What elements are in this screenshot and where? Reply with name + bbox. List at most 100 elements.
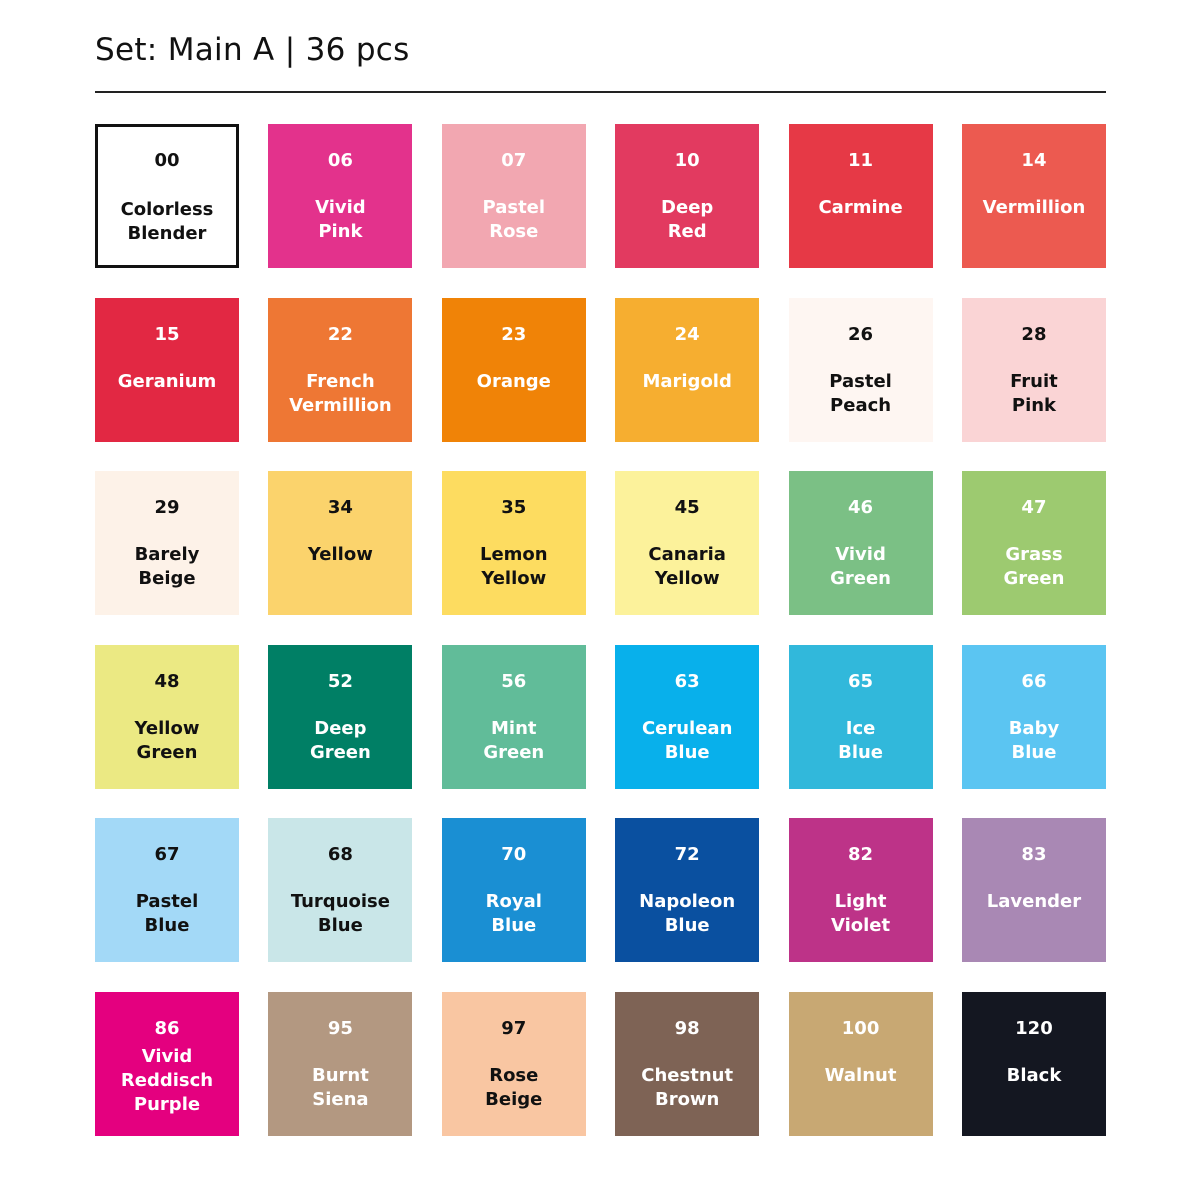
swatch-name: Grass Green xyxy=(1003,544,1065,590)
swatch-code: 23 xyxy=(501,323,527,345)
swatch-code: 56 xyxy=(501,670,527,692)
swatch-code: 47 xyxy=(1021,497,1047,519)
color-swatch: 11 Carmine xyxy=(788,124,933,268)
swatch-code: 26 xyxy=(848,323,874,345)
swatch-name: Colorless Blender xyxy=(120,199,214,244)
color-swatch: 29 Barely Beige xyxy=(95,471,239,616)
color-swatch: 35 Lemon Yellow xyxy=(441,471,586,616)
swatch-code: 82 xyxy=(848,844,874,866)
swatch-name: Pastel Rose xyxy=(482,197,546,242)
swatch-code: 48 xyxy=(154,670,180,692)
swatch-code: 15 xyxy=(154,323,180,345)
swatch-name: Marigold xyxy=(642,370,732,392)
swatch-code: 86 xyxy=(154,1017,180,1039)
swatch-code: 65 xyxy=(848,670,874,692)
swatch-code: 22 xyxy=(327,323,353,345)
swatch-name: Vivid Reddisch Purple xyxy=(120,1045,214,1115)
swatch-name: Vivid Green xyxy=(830,544,891,590)
color-swatch: 48 Yellow Green xyxy=(95,644,239,789)
color-swatch: 66 Baby Blue xyxy=(961,644,1106,789)
swatch-name: Yellow xyxy=(307,544,373,566)
swatch-name: Burnt Siena xyxy=(311,1064,369,1110)
swatch-code: 45 xyxy=(674,497,700,519)
swatch-name: Chestnut Brown xyxy=(641,1064,734,1110)
color-swatch: 26 Pastel Peach xyxy=(788,297,933,442)
swatch-code: 97 xyxy=(501,1017,527,1039)
swatch-code: 98 xyxy=(674,1017,700,1039)
color-swatch: 65 Ice Blue xyxy=(788,644,933,789)
swatch-name: Geranium xyxy=(117,370,217,392)
swatch-code: 14 xyxy=(1021,150,1047,171)
swatch-name: Walnut xyxy=(824,1064,897,1086)
swatch-code: 28 xyxy=(1021,323,1047,345)
swatch-code: 46 xyxy=(848,497,874,519)
swatch-code: 100 xyxy=(841,1017,880,1039)
color-swatch: 07 Pastel Rose xyxy=(441,124,586,268)
swatch-name: Vivid Pink xyxy=(315,197,366,242)
swatch-name: Barely Beige xyxy=(134,544,200,590)
swatch-name: Deep Red xyxy=(661,197,714,242)
color-swatch: 70 Royal Blue xyxy=(441,818,586,963)
swatch-name: Light Violet xyxy=(830,891,891,937)
swatch-name: Orange xyxy=(476,370,551,392)
swatch-code: 72 xyxy=(674,844,700,866)
color-swatch: 83 Lavender xyxy=(961,818,1106,963)
swatch-code: 83 xyxy=(1021,844,1047,866)
swatch-code: 70 xyxy=(501,844,527,866)
swatch-code: 52 xyxy=(327,670,353,692)
swatch-name: Rose Beige xyxy=(485,1064,543,1110)
swatch-code: 68 xyxy=(327,844,353,866)
swatch-name: Pastel Blue xyxy=(135,891,199,937)
color-swatch: 52 Deep Green xyxy=(268,644,413,789)
swatch-name: Yellow Green xyxy=(134,717,200,763)
swatch-code: 67 xyxy=(154,844,180,866)
swatch-code: 29 xyxy=(154,497,180,519)
color-swatch: 24 Marigold xyxy=(615,297,760,442)
swatch-grid: 00 Colorless Blender 06 Vivid Pink 07 Pastel … xyxy=(95,124,1106,1136)
title-divider xyxy=(95,91,1106,93)
swatch-code: 10 xyxy=(674,150,700,171)
color-swatch: 97 Rose Beige xyxy=(441,991,586,1136)
color-swatch: 28 Fruit Pink xyxy=(961,297,1106,442)
color-swatch: 46 Vivid Green xyxy=(788,471,933,616)
color-swatch: 68 Turquoise Blue xyxy=(268,818,413,963)
swatch-code: 07 xyxy=(501,150,527,171)
swatch-code: 95 xyxy=(327,1017,353,1039)
swatch-name: Carmine xyxy=(818,197,903,218)
swatch-name: French Vermillion xyxy=(289,370,392,416)
color-swatch: 06 Vivid Pink xyxy=(268,124,413,268)
swatch-code: 24 xyxy=(674,323,700,345)
swatch-name: Vermillion xyxy=(982,197,1086,218)
color-swatch: 72 Napoleon Blue xyxy=(615,818,760,963)
swatch-name: Fruit Pink xyxy=(1010,370,1058,416)
swatch-name: Lemon Yellow xyxy=(479,544,548,590)
color-swatch: 63 Cerulean Blue xyxy=(615,644,760,789)
color-swatch: 34 Yellow xyxy=(268,471,413,616)
swatch-code: 34 xyxy=(327,497,353,519)
swatch-name: Black xyxy=(1006,1064,1062,1086)
swatch-code: 120 xyxy=(1015,1017,1053,1039)
swatch-code: 66 xyxy=(1021,670,1047,692)
page-title: Set: Main A | 36 pcs xyxy=(95,32,410,68)
swatch-name: Ice Blue xyxy=(838,717,884,763)
swatch-code: 06 xyxy=(327,150,353,171)
swatch-name: Baby Blue xyxy=(1008,717,1060,763)
color-swatch: 56 Mint Green xyxy=(441,644,586,789)
swatch-name: Pastel Peach xyxy=(829,370,892,416)
color-swatch: 00 Colorless Blender xyxy=(95,124,239,268)
color-swatch: 98 Chestnut Brown xyxy=(615,991,760,1136)
swatch-code: 00 xyxy=(154,150,180,171)
color-swatch: 14 Vermillion xyxy=(961,124,1106,268)
color-swatch: 86 Vivid Reddisch Purple xyxy=(95,991,239,1136)
swatch-name: Mint Green xyxy=(483,717,545,763)
swatch-name: Turquoise Blue xyxy=(290,891,390,937)
color-swatch: 95 Burnt Siena xyxy=(268,991,413,1136)
swatch-code: 35 xyxy=(501,497,527,519)
swatch-name: Deep Green xyxy=(309,717,371,763)
swatch-name: Lavender xyxy=(986,891,1082,913)
color-swatch: 82 Light Violet xyxy=(788,818,933,963)
color-swatch: 120 Black xyxy=(961,991,1106,1136)
color-swatch: 47 Grass Green xyxy=(961,471,1106,616)
swatch-name: Napoleon Blue xyxy=(639,891,736,937)
color-swatch: 10 Deep Red xyxy=(615,124,760,268)
